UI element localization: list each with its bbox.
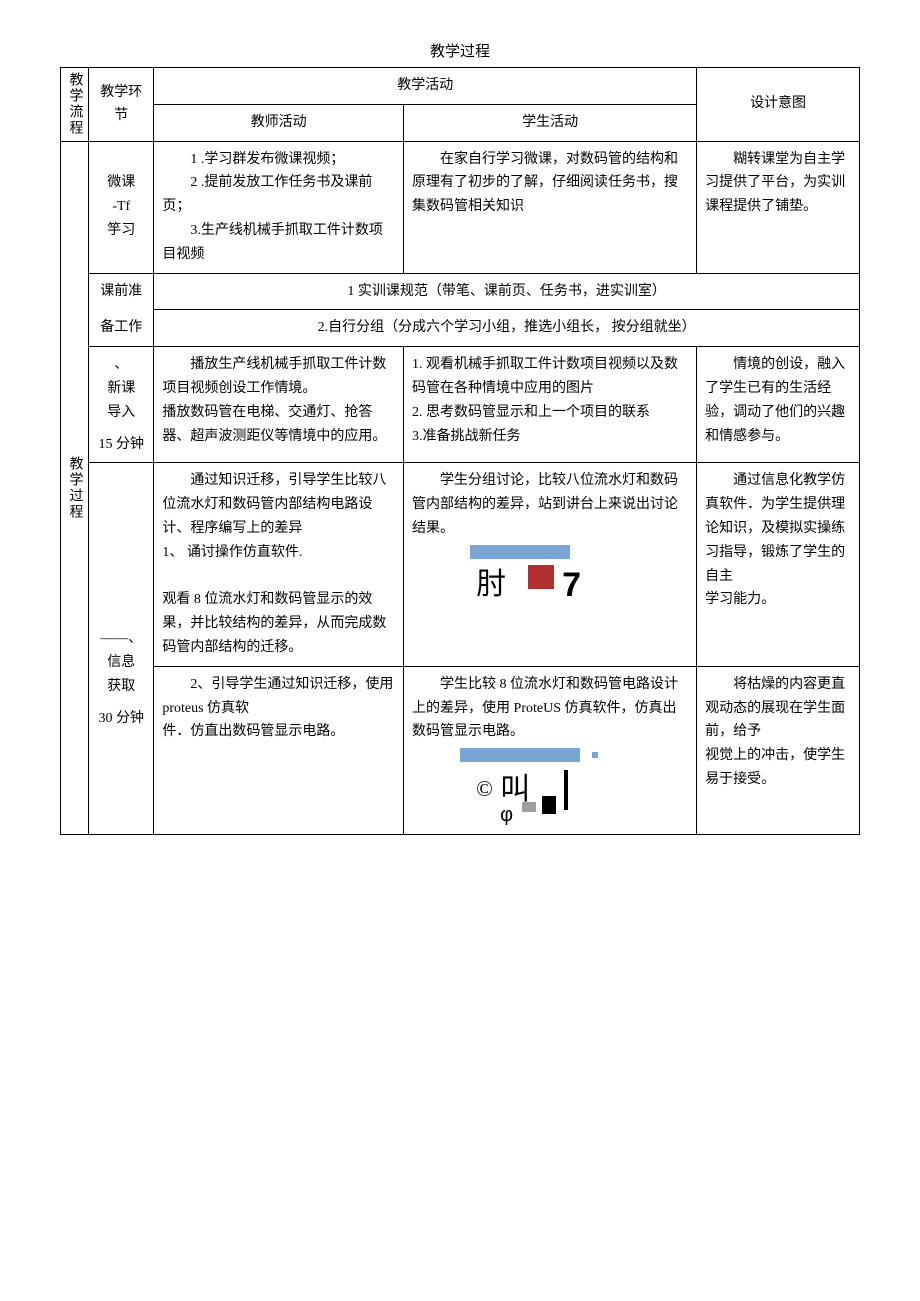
stage-line: 获取 [97,675,145,699]
glyph: © [476,770,493,807]
table-row: 备工作 2.自行分组（分成六个学习小组，推选小组长， 按分组就坐） [61,310,860,347]
design-cell: 将枯燥的内容更直观动态的展现在学生面前，给予 视觉上的冲击，使学生易于接受。 [697,666,860,834]
table-row: 教学过程 微课 -Tf 竽习 1 .学习群发布微课视频； 2 .提前发放工作任务… [61,141,860,273]
blue-bar-icon [470,545,570,559]
student-cell: 1. 观看机械手抓取工件计数项目视频以及数码管在各种情境中应用的图片 2. 思考… [404,347,697,463]
stage-line: 30 分钟 [97,707,145,731]
text-line: 播放生产线机械手抓取工件计数项目视频创设工作情境。 播放数码管在电梯、交通灯、抢… [162,353,395,448]
figure-1: 肘 7 [470,545,630,605]
glyph: 7 [562,557,581,615]
text-line: 3.生产线机械手抓取工件计数项目视频 [162,219,395,267]
text-line: 在家自行学习微课，对数码管的结构和原理有了初步的了解，仔细阅读任务书，搜集数码管… [412,148,688,219]
col-stage: 教学环节 [89,68,154,142]
stage-line: 信息 [97,651,145,675]
figure-2: © 叫 φ [460,748,640,828]
stage-line: 新课 [97,377,145,401]
text-line: 2. 思考数码管显示和上一个项目的联系 [412,401,688,425]
text-line: 通过知识迁移，引导学生比较八位流水灯和数码管内部结构电路设计、程序编写上的差异 … [162,469,395,659]
teacher-cell: 2、引导学生通过知识迁移，使用 proteus 仿真软 件．仿直出数码管显示电路… [154,666,404,834]
teacher-cell: 1 .学习群发布微课视频； 2 .提前发放工作任务书及课前页； 3.生产线机械手… [154,141,404,273]
col-design: 设计意图 [697,68,860,142]
blue-bar-icon [460,748,580,762]
table-row: 课前准 1 实训课规范（带笔、课前页、任务书，进实训室） [61,273,860,310]
design-cell: 糊转课堂为自主学习提供了平台，为实训课程提供了铺垫。 [697,141,860,273]
glyph: 肘 [476,559,506,610]
text-line: 2、引导学生通过知识迁移，使用 proteus 仿真软 件．仿直出数码管显示电路… [162,673,395,744]
stage-line: 导入 [97,401,145,425]
table-row: 、 新课 导入 15 分钟 播放生产线机械手抓取工件计数项目视频创设工作情境。 … [61,347,860,463]
design-cell: 情境的创设，融入了学生已有的生活经验，调动了他们的兴趣和情感参与。 [697,347,860,463]
text-line: 1. 观看机械手抓取工件计数项目视频以及数码管在各种情境中应用的图片 [412,353,688,401]
red-square-icon [528,565,554,589]
glyph: φ [500,798,513,832]
stage-line: ——、 [97,627,145,651]
student-cell: 学生比较 8 位流水灯和数码管电路设计上的差异，使用 ProteUS 仿真软件，… [404,666,697,834]
student-cell: 学生分组讨论，比较八位流水灯和数码管内部结构的差异，站到讲台上来说出讨论结果。 … [404,463,697,666]
merged-cell: 2.自行分组（分成六个学习小组，推选小组长， 按分组就坐） [154,310,860,347]
process-label: 教学过程 [61,141,89,835]
text-line: 将枯燥的内容更直观动态的展现在学生面前，给予 视觉上的冲击，使学生易于接受。 [705,673,851,792]
stage-line: 微课 [97,171,145,195]
stage-line: 、 [97,353,145,377]
stage-cell: 课前准 [89,273,154,310]
blue-dot-icon [592,752,598,758]
text-line: 学生分组讨论，比较八位流水灯和数码管内部结构的差异，站到讲台上来说出讨论结果。 [412,469,688,540]
text-line: 糊转课堂为自主学习提供了平台，为实训课程提供了铺垫。 [705,148,851,219]
col-flow: 教学流程 [61,68,89,142]
stage-line: -Tf [97,195,145,219]
stage-cell: 备工作 [89,310,154,347]
text-line: 学生比较 8 位流水灯和数码管电路设计上的差异，使用 ProteUS 仿真软件，… [412,673,688,744]
text-line: 2 .提前发放工作任务书及课前页； [162,171,395,219]
black-block-icon [542,796,556,814]
black-stick-icon [564,770,568,810]
text-line: 情境的创设，融入了学生已有的生活经验，调动了他们的兴趣和情感参与。 [705,353,851,448]
stage-cell: 微课 -Tf 竽习 [89,141,154,273]
stage-line: 竽习 [97,219,145,243]
stage-line: 15 分钟 [97,433,145,457]
student-cell: 在家自行学习微课，对数码管的结构和原理有了初步的了解，仔细阅读任务书，搜集数码管… [404,141,697,273]
gray-block-icon [522,802,536,812]
stage-cell: ——、 信息 获取 30 分钟 [89,463,154,835]
design-cell: 通过信息化教学仿真软件．为学生提供理论知识，及模拟实操练习指导，锻炼了学生的自主… [697,463,860,666]
lesson-table: 教学流程 教学环节 教学活动 设计意图 教师活动 学生活动 教学过程 微课 -T… [60,67,860,835]
stage-cell: 、 新课 导入 15 分钟 [89,347,154,463]
col-activity: 教学活动 [154,68,697,105]
teacher-cell: 通过知识迁移，引导学生比较八位流水灯和数码管内部结构电路设计、程序编写上的差异 … [154,463,404,666]
text-line: 通过信息化教学仿真软件．为学生提供理论知识，及模拟实操练习指导，锻炼了学生的自主… [705,469,851,612]
table-row: ——、 信息 获取 30 分钟 通过知识迁移，引导学生比较八位流水灯和数码管内部… [61,463,860,666]
table-row: 2、引导学生通过知识迁移，使用 proteus 仿真软 件．仿直出数码管显示电路… [61,666,860,834]
page-title: 教学过程 [60,40,860,61]
merged-cell: 1 实训课规范（带笔、课前页、任务书，进实训室） [154,273,860,310]
col-student: 学生活动 [404,104,697,141]
text-line: 1 .学习群发布微课视频； [162,148,395,172]
teacher-cell: 播放生产线机械手抓取工件计数项目视频创设工作情境。 播放数码管在电梯、交通灯、抢… [154,347,404,463]
table-header-row: 教学流程 教学环节 教学活动 设计意图 [61,68,860,105]
col-teacher: 教师活动 [154,104,404,141]
text-line: 3.准备挑战新任务 [412,425,688,449]
